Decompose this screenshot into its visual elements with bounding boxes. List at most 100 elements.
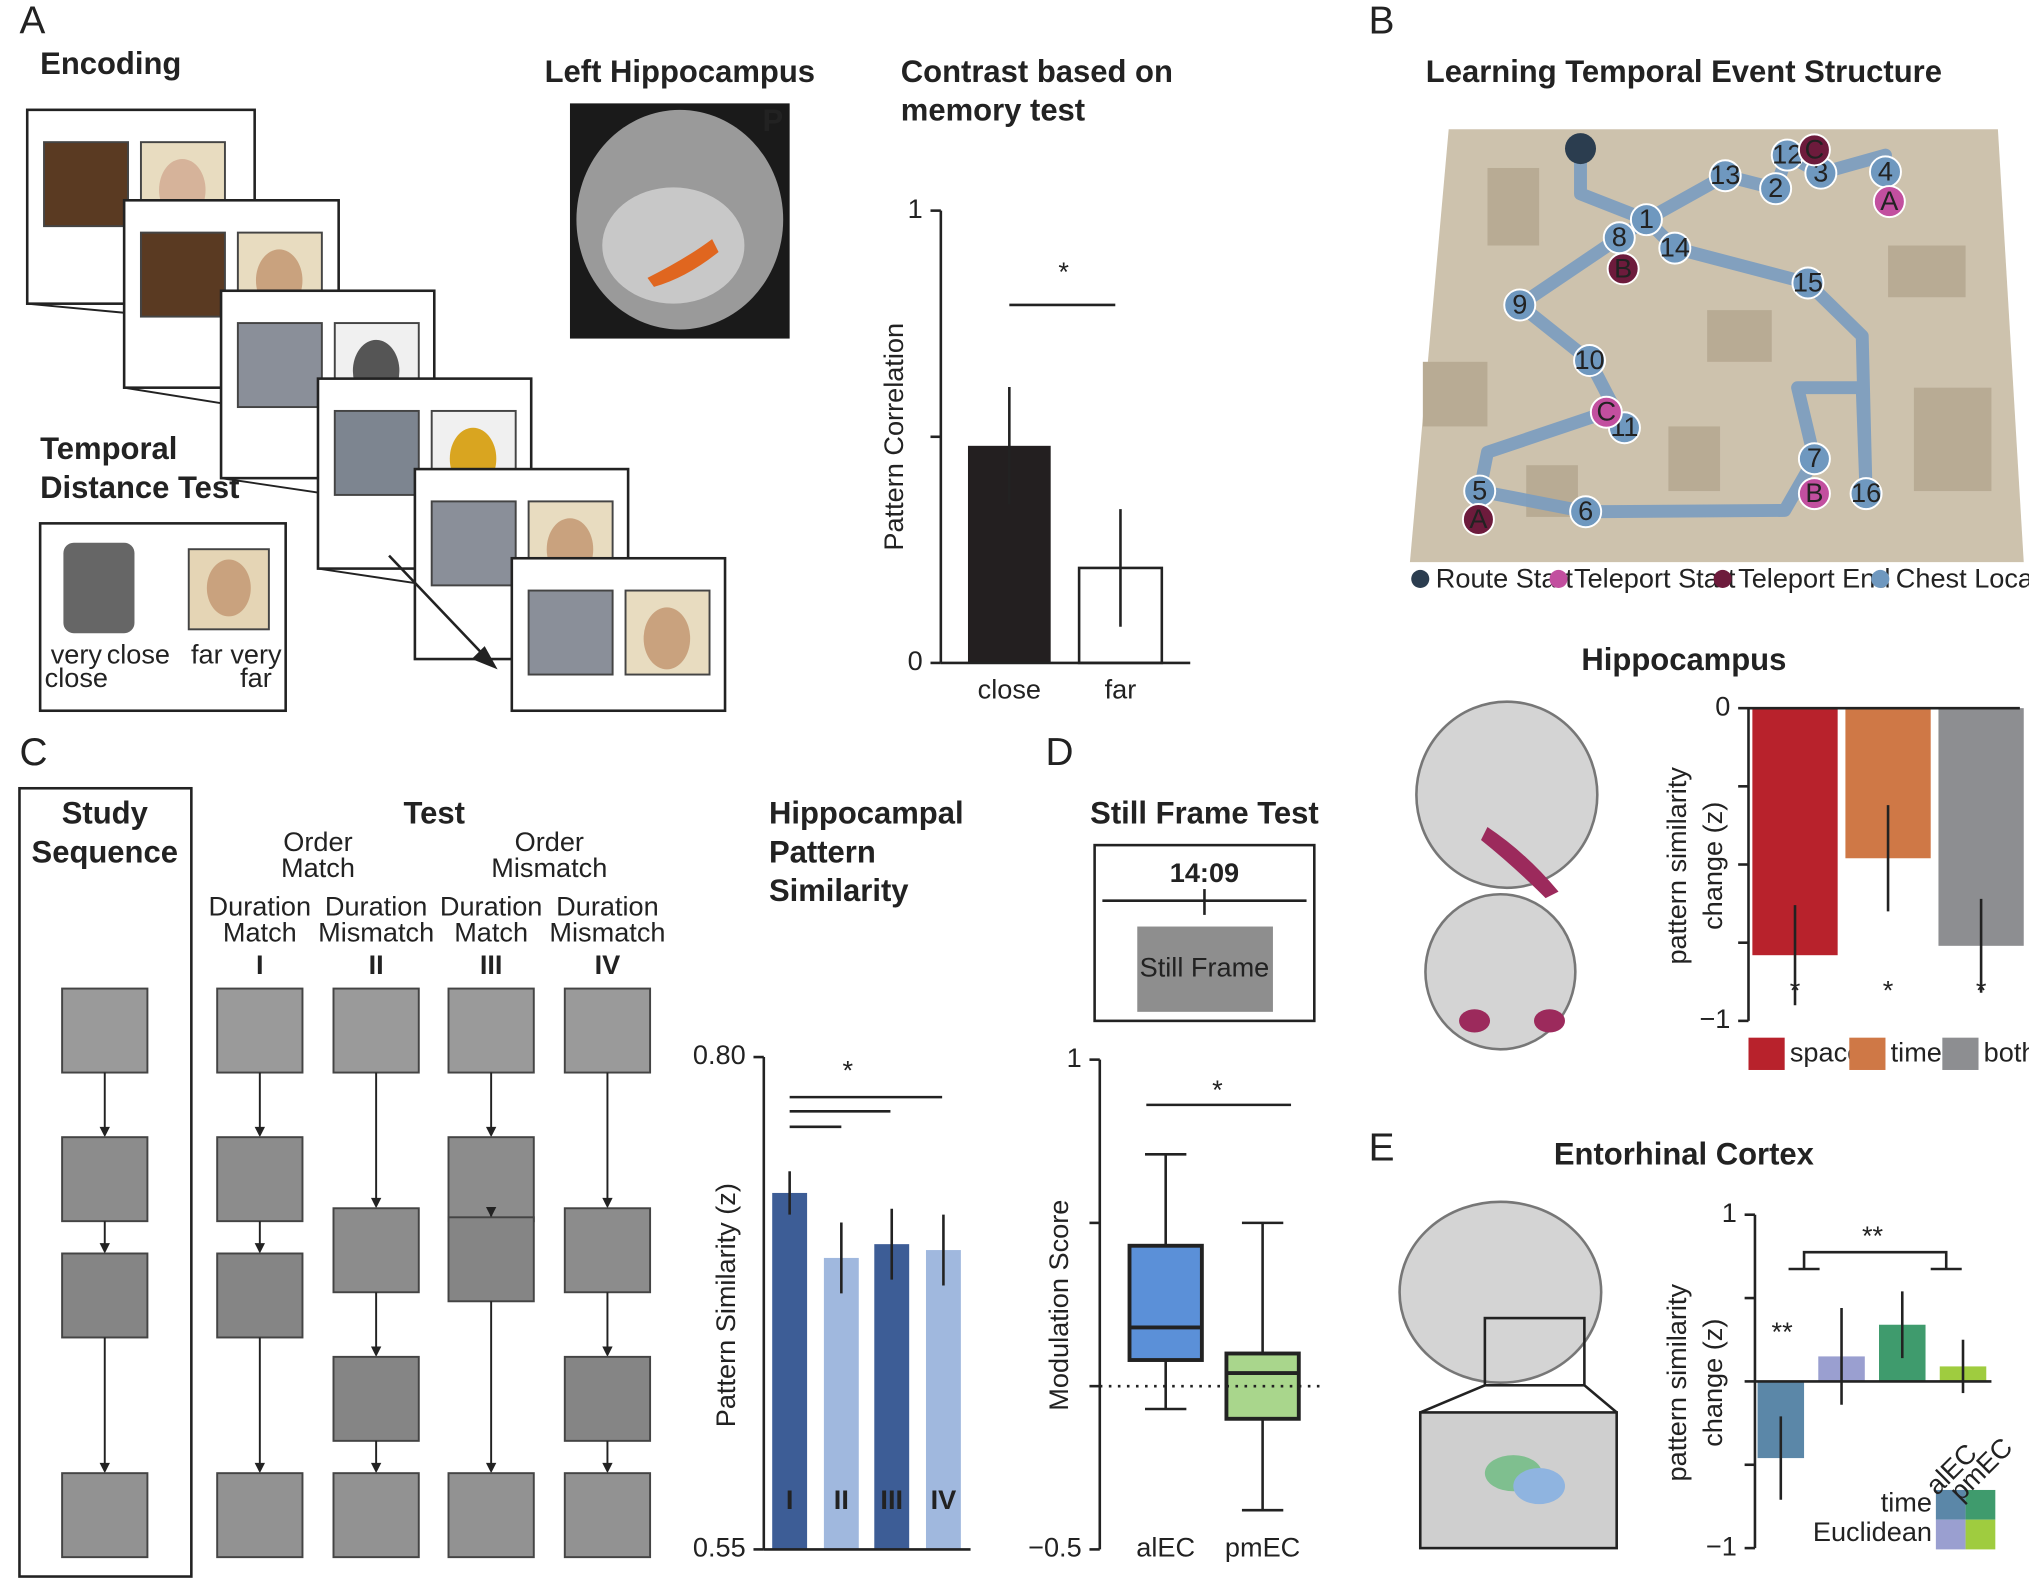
marker-label: 4 [1878, 155, 1893, 186]
map-building [1913, 387, 1992, 492]
image-content [643, 607, 691, 670]
arrow-head [602, 1462, 613, 1474]
y-axis-label: change (z) [1697, 802, 1728, 930]
condition-label: Mismatch [318, 916, 434, 947]
legend-swatch [1935, 1519, 1966, 1550]
frame-thumb [332, 1207, 420, 1294]
scale-label: close [45, 662, 108, 693]
frame-thumb [563, 987, 652, 1074]
stack-edge [27, 302, 125, 314]
map-building [1487, 167, 1540, 246]
map-marker [1791, 266, 1825, 300]
marker-label: 2 [1768, 172, 1783, 203]
panel-label: C [19, 731, 47, 774]
significance: * [1976, 975, 1987, 1006]
legend-marker [1713, 569, 1732, 588]
hippocampus-roi [1481, 827, 1559, 899]
marker-label: C [1597, 396, 1617, 427]
legend-label: both [1984, 1037, 2029, 1068]
x-tick-label: alEC [1136, 1532, 1195, 1563]
map-marker [1797, 442, 1831, 476]
bar-label: I [786, 1484, 794, 1515]
map-building [1422, 361, 1488, 427]
legend-label: time [1891, 1037, 1942, 1068]
y-tick-label: 1 [1722, 1197, 1737, 1228]
box [1127, 1243, 1204, 1362]
map-marker [1658, 231, 1692, 265]
significance: * [1058, 256, 1069, 287]
stack-edge [123, 386, 222, 405]
y-axis-label: pattern similarity [1661, 1284, 1692, 1482]
frame-thumb [447, 1472, 535, 1559]
map-building [1668, 426, 1721, 492]
arrow-head [99, 1126, 110, 1138]
y-axis-label: pattern similarity [1661, 767, 1692, 965]
significance: * [1790, 975, 1801, 1006]
still-frame [1137, 926, 1273, 1012]
condition-numeral: IV [595, 949, 621, 980]
marker-label: 8 [1612, 221, 1627, 252]
hippocampus-roi [1533, 1009, 1565, 1033]
arrow-head [254, 1243, 265, 1254]
bar [925, 1250, 961, 1550]
arrow-head [485, 1206, 497, 1218]
frame-thumb [216, 1472, 304, 1559]
frame-thumb [61, 1252, 149, 1339]
map-marker [1708, 159, 1742, 193]
zoom-box [1483, 1316, 1586, 1387]
arrow-head [254, 1462, 265, 1474]
frame-label: Still Frame [1140, 951, 1270, 982]
map-marker [1461, 503, 1495, 536]
hippocampus-roi [1459, 1009, 1491, 1033]
y-axis-label: Pattern Correlation [878, 323, 909, 551]
marker-label: 14 [1660, 232, 1690, 263]
route-start [1564, 133, 1597, 165]
legend-marker [1549, 569, 1568, 588]
chart-title: memory test [901, 93, 1085, 128]
mug-image [63, 542, 135, 634]
section-title: Learning Temporal Event Structure [1426, 54, 1942, 89]
frame-thumb [216, 1136, 304, 1223]
image-thumb [43, 141, 129, 228]
scale-label: close [107, 639, 170, 670]
group-label: Mismatch [491, 852, 607, 883]
marker-label: 7 [1807, 442, 1822, 473]
image-thumb [430, 500, 517, 587]
scale-label: very [230, 639, 282, 670]
frame-thumb [332, 1355, 420, 1442]
section-title: Encoding [40, 46, 181, 81]
significance: * [1883, 975, 1894, 1006]
legend-label: Euclidean [1813, 1516, 1932, 1547]
x-tick-label: pmEC [1225, 1532, 1300, 1563]
map-building [1888, 245, 1966, 298]
frame-thumb [216, 1252, 304, 1339]
chart-title: Hippocampus [1581, 642, 1786, 677]
map-marker [1759, 172, 1793, 206]
legend-label: Teleport End [1738, 562, 1890, 593]
bar [772, 1192, 808, 1550]
study-frame [18, 786, 193, 1578]
marker-label: A [1469, 503, 1488, 534]
legend-swatch [1748, 1037, 1785, 1070]
image-thumb [236, 322, 323, 409]
chart-title: Entorhinal Cortex [1554, 1137, 1815, 1172]
y-tick-label: −0.5 [1028, 1532, 1082, 1563]
brain-image [602, 187, 745, 304]
legend-marker [1411, 569, 1430, 588]
map-marker [1629, 203, 1663, 237]
section-title: Study [62, 796, 149, 831]
arrow-head [370, 1346, 382, 1357]
map-marker [1849, 477, 1883, 511]
arrow-head [602, 1197, 613, 1209]
map-marker [1503, 288, 1537, 322]
panel-label: A [19, 0, 45, 42]
scale-label: very [51, 639, 103, 670]
y-tick-label: 0 [1715, 690, 1730, 721]
chart-title: Pattern [769, 834, 876, 869]
section-title: Distance Test [40, 470, 239, 505]
map-marker [1872, 185, 1906, 219]
y-tick-label: −1 [1699, 1003, 1730, 1034]
group-label: Order [515, 826, 584, 857]
frame-thumb [61, 1136, 149, 1223]
